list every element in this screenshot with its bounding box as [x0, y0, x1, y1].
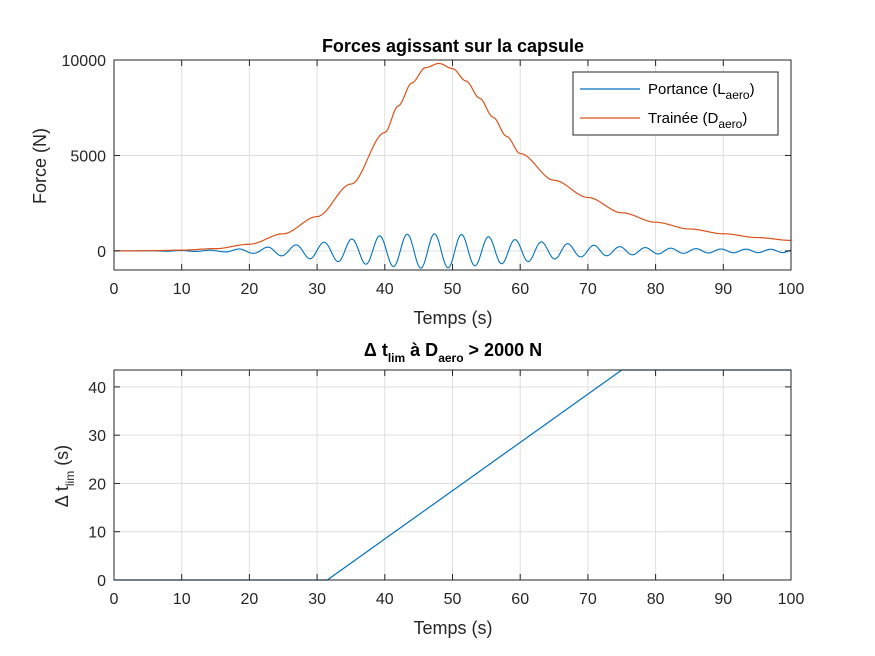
chart1-x-label: Temps (s) — [413, 308, 492, 328]
chart2-y-ticks: 0 10 20 30 40 — [88, 380, 791, 590]
chart1-y-ticks: 0 5000 10000 — [62, 53, 791, 261]
x-tick-label: 70 — [579, 281, 597, 298]
x-tick-label: 10 — [173, 281, 191, 298]
x-tick-label: 90 — [714, 591, 732, 608]
chart1-x-ticks: 0 10 20 30 40 50 60 70 80 90 100 — [110, 60, 805, 298]
chart1-title: Forces agissant sur la capsule — [322, 36, 584, 56]
chart2-y-label: Δ tlim (s) — [52, 445, 77, 507]
y-tick-label: 40 — [88, 380, 106, 397]
y-tick-label: 10000 — [62, 53, 107, 70]
legend-box — [572, 71, 779, 136]
y-tick-label: 30 — [88, 428, 106, 445]
y-tick-label: 20 — [88, 476, 106, 493]
x-tick-label: 50 — [444, 281, 462, 298]
series-portance-line — [114, 233, 792, 269]
x-tick-label: 40 — [376, 591, 394, 608]
x-tick-label: 30 — [308, 591, 326, 608]
x-tick-label: 0 — [110, 591, 119, 608]
x-tick-label: 100 — [778, 281, 805, 298]
chart2-x-ticks: 0 10 20 30 40 50 60 70 80 90 100 — [110, 370, 805, 608]
forces-chart: Forces agissant sur la capsule 0 10 20 30 40… — [30, 36, 804, 328]
series-trainee-line — [114, 62, 792, 252]
chart1-y-label: Force (N) — [30, 128, 50, 204]
y-tick-label: 0 — [97, 573, 106, 590]
chart1-legend: Portance (Laero) Trainée (Daero) — [572, 71, 779, 136]
x-tick-label: 10 — [173, 591, 191, 608]
y-tick-label: 5000 — [70, 148, 106, 165]
x-tick-label: 60 — [511, 281, 529, 298]
x-tick-label: 60 — [511, 591, 529, 608]
chart1-series — [114, 62, 792, 269]
x-tick-label: 80 — [647, 281, 665, 298]
legend-label-portance: Portance (Laero) — [648, 81, 755, 102]
x-tick-label: 0 — [110, 281, 119, 298]
y-tick-label: 10 — [88, 525, 106, 542]
x-tick-label: 20 — [241, 591, 259, 608]
x-tick-label: 30 — [308, 281, 326, 298]
x-tick-label: 70 — [579, 591, 597, 608]
chart2-grid — [113, 370, 792, 581]
x-tick-label: 40 — [376, 281, 394, 298]
y-tick-label: 0 — [97, 244, 106, 261]
legend-label-trainee: Trainée (Daero) — [648, 110, 747, 131]
chart2-title: Δ tlim à Daero > 2000 N — [364, 340, 542, 365]
x-tick-label: 20 — [241, 281, 259, 298]
x-tick-label: 50 — [444, 591, 462, 608]
chart2-x-label: Temps (s) — [413, 618, 492, 638]
delta-t-chart: Δ tlim à Daero > 2000 N 0 10 20 30 40 50 60 70 8… — [52, 340, 804, 638]
x-tick-label: 90 — [714, 281, 732, 298]
x-tick-label: 80 — [647, 591, 665, 608]
x-tick-label: 100 — [778, 591, 805, 608]
